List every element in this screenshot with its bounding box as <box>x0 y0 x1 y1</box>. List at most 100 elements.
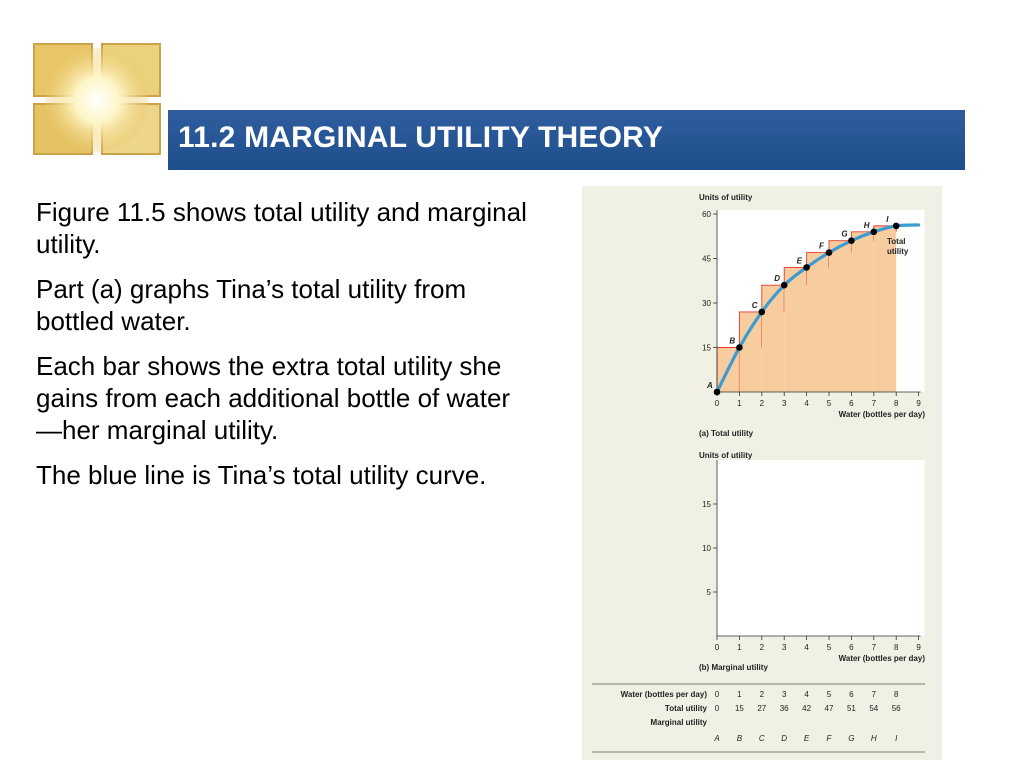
x-axis-label-a: Water (bottles per day) <box>839 410 926 419</box>
x-tick-label-b: 5 <box>827 643 832 652</box>
x-axis-label-b: Water (bottles per day) <box>839 654 926 663</box>
marginal-utility-chart: 5 10 15 0 1 2 3 4 5 6 7 8 9 Units of utility Water (bo… <box>699 451 925 672</box>
marginal-step <box>738 311 763 348</box>
table-cell: 42 <box>802 704 811 713</box>
paragraph-4: The blue line is Tina’s total utility cu… <box>36 460 487 490</box>
x-tick-label-a: 9 <box>916 399 921 408</box>
table-cell: E <box>804 734 810 743</box>
table-row-label: Marginal utility <box>651 718 708 727</box>
chart-caption-b: (b) Marginal utility <box>699 663 768 672</box>
data-point <box>848 237 855 244</box>
table-cell: 2 <box>760 690 765 699</box>
table-cell: 1 <box>737 690 742 699</box>
y-tick-label-a: 60 <box>702 210 711 219</box>
data-point <box>713 388 721 396</box>
table-row-label: Total utility <box>665 704 708 713</box>
chart-caption-a: (a) Total utility <box>699 429 754 438</box>
point-label: A <box>706 381 713 390</box>
x-tick-label-a: 0 <box>715 399 720 408</box>
y-tick-label-b: 5 <box>707 588 712 597</box>
point-label: I <box>886 215 889 224</box>
table-cell: 7 <box>872 690 877 699</box>
data-point <box>780 281 788 289</box>
marginal-step <box>783 266 808 286</box>
y-tick-label-a: 45 <box>702 255 711 264</box>
logo-icon <box>33 43 161 155</box>
title-bar: 11.2 MARGINAL UTILITY THEORY <box>168 110 965 170</box>
curve-label-line: utility <box>887 247 909 256</box>
x-tick-label-b: 3 <box>782 643 787 652</box>
point-label: C <box>752 301 758 310</box>
table-cell: 27 <box>757 704 766 713</box>
table-cell: I <box>895 734 898 743</box>
x-tick-label-a: 6 <box>849 399 854 408</box>
x-tick-label-a: 8 <box>894 399 899 408</box>
x-tick-label-b: 2 <box>760 643 765 652</box>
y-tick-label-a: 30 <box>702 299 711 308</box>
x-tick-label-a: 3 <box>782 399 787 408</box>
point-label: H <box>864 221 870 230</box>
table-cell: 56 <box>892 704 901 713</box>
utility-bar <box>739 311 762 392</box>
utility-bar <box>873 225 897 392</box>
x-tick-label-a: 4 <box>804 399 809 408</box>
data-point <box>870 228 878 236</box>
table-cell: 0 <box>715 690 720 699</box>
y-axis-label-a: Units of utility <box>699 193 753 202</box>
table-cell: 15 <box>735 704 744 713</box>
x-tick-label-b: 8 <box>894 643 899 652</box>
table-cell: 5 <box>827 690 832 699</box>
plot-area-b <box>717 460 925 636</box>
x-tick-label-b: 1 <box>737 643 742 652</box>
data-point <box>736 344 743 351</box>
point-label: F <box>819 242 825 251</box>
table-cell: 54 <box>869 704 878 713</box>
data-point <box>892 222 900 230</box>
utility-bar <box>806 252 829 392</box>
curve-label-line: Total <box>887 237 906 246</box>
table-row-label: Water (bottles per day) <box>621 690 708 699</box>
point-label: E <box>797 256 803 265</box>
table-cell: 47 <box>825 704 834 713</box>
paragraph-2: Part (a) graphs Tina’s total utility fro… <box>36 274 467 336</box>
y-axis-label-b: Units of utility <box>699 451 753 460</box>
point-label: D <box>774 274 780 283</box>
x-tick-label-b: 4 <box>804 643 809 652</box>
point-label: G <box>841 230 847 239</box>
table-cell: C <box>759 734 765 743</box>
x-tick-label-a: 2 <box>760 399 765 408</box>
table-cell: 6 <box>849 690 854 699</box>
x-tick-label-b: 7 <box>872 643 877 652</box>
total-utility-curve <box>715 223 921 394</box>
data-point <box>758 308 766 316</box>
slide-title: 11.2 MARGINAL UTILITY THEORY <box>178 121 664 154</box>
paragraph-3: Each bar shows the extra total utility s… <box>36 351 511 445</box>
utility-bar <box>851 231 874 392</box>
y-tick-label-b: 10 <box>702 544 711 553</box>
table-cell: A <box>713 734 719 743</box>
paragraph-1: Figure 11.5 shows total utility and marg… <box>36 197 527 259</box>
table-cell: 4 <box>804 690 809 699</box>
utility-bar <box>829 240 852 392</box>
y-tick-label-b: 15 <box>702 500 711 509</box>
data-point <box>825 249 833 256</box>
table-cell: 0 <box>715 704 720 713</box>
utility-bar <box>761 285 785 392</box>
table-cell: G <box>848 734 854 743</box>
point-label: B <box>729 337 735 346</box>
table-cell: F <box>827 734 833 743</box>
x-tick-label-a: 5 <box>827 399 832 408</box>
utility-bar <box>784 267 807 392</box>
table-cell: D <box>781 734 787 743</box>
y-tick-label-a: 15 <box>702 344 711 353</box>
x-tick-label-b: 9 <box>916 643 921 652</box>
table-cell: B <box>737 734 743 743</box>
x-tick-label-b: 0 <box>715 643 720 652</box>
x-tick-label-a: 7 <box>872 399 877 408</box>
table-cell: 51 <box>847 704 856 713</box>
table-cell: 36 <box>780 704 789 713</box>
table-cell: 8 <box>894 690 899 699</box>
